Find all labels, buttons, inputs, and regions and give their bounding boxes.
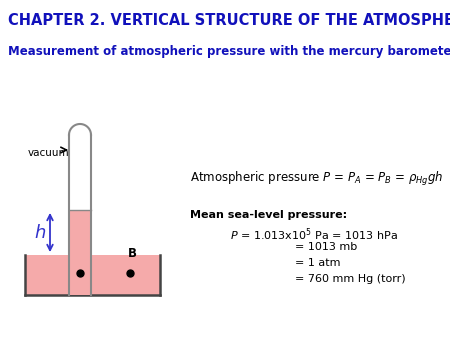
Bar [69, 210, 91, 295]
Text: Atmospheric pressure $\it{P}$ = $\it{P}$$_A$ = $\it{P}$$_B$ = $\rho_{Hg}$$\it{g}: Atmospheric pressure $\it{P}$ = $\it{P}$… [190, 170, 444, 188]
Text: A: A [72, 247, 81, 260]
Text: $\it{P}$ = 1.013x10$^5$ Pa = 1013 hPa: $\it{P}$ = 1.013x10$^5$ Pa = 1013 hPa [230, 226, 398, 243]
Text: Measurement of atmospheric pressure with the mercury barometer:: Measurement of atmospheric pressure with… [8, 45, 450, 58]
Text: $h$: $h$ [34, 223, 46, 241]
Text: = 1 atm: = 1 atm [295, 258, 341, 268]
Text: CHAPTER 2. VERTICAL STRUCTURE OF THE ATMOSPHERE: CHAPTER 2. VERTICAL STRUCTURE OF THE ATM… [8, 13, 450, 28]
Text: B: B [127, 247, 136, 260]
Text: = 1013 mb: = 1013 mb [295, 242, 357, 252]
Text: Mean sea-level pressure:: Mean sea-level pressure: [190, 210, 347, 220]
Text: vacuum: vacuum [28, 148, 70, 158]
Text: = 760 mm Hg (torr): = 760 mm Hg (torr) [295, 274, 405, 284]
Bar [25, 255, 160, 295]
